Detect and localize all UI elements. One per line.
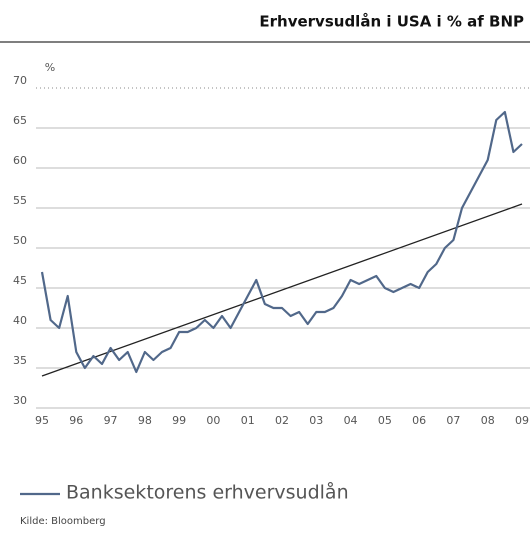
x-tick-label: 99 <box>172 414 186 427</box>
y-tick-label: 30 <box>13 394 27 407</box>
data-line <box>40 110 523 374</box>
y-tick-label: 50 <box>13 234 27 247</box>
x-tick-label: 97 <box>104 414 118 427</box>
y-tick-label: 35 <box>13 354 27 367</box>
x-tick-label: 04 <box>344 414 358 427</box>
x-tick-label: 96 <box>69 414 83 427</box>
legend-label: Banksektorens erhvervsudlån <box>66 481 349 504</box>
y-tick-label: 65 <box>13 114 27 127</box>
x-tick-label: 03 <box>309 414 323 427</box>
x-tick-label: 01 <box>241 414 255 427</box>
x-tick-label: 05 <box>378 414 392 427</box>
x-tick-label: 07 <box>446 414 460 427</box>
y-tick-label: 40 <box>13 314 27 327</box>
x-tick-label: 09 <box>515 414 529 427</box>
trend-line <box>41 203 523 377</box>
y-tick-label: 45 <box>13 274 27 287</box>
chart-title: Erhvervsudlån i USA i % af BNP <box>259 13 524 31</box>
x-tick-label: 98 <box>138 414 152 427</box>
y-tick-label: 60 <box>13 154 27 167</box>
x-tick-label: 06 <box>412 414 426 427</box>
source: Kilde: Bloomberg <box>20 516 106 527</box>
y-tick-label: 55 <box>13 194 27 207</box>
y-unit: % <box>45 61 55 74</box>
x-tick-label: 95 <box>35 414 49 427</box>
x-tick-label: 02 <box>275 414 289 427</box>
x-tick-label: 08 <box>481 414 495 427</box>
y-tick-label: 70 <box>13 74 27 87</box>
x-tick-label: 00 <box>206 414 220 427</box>
